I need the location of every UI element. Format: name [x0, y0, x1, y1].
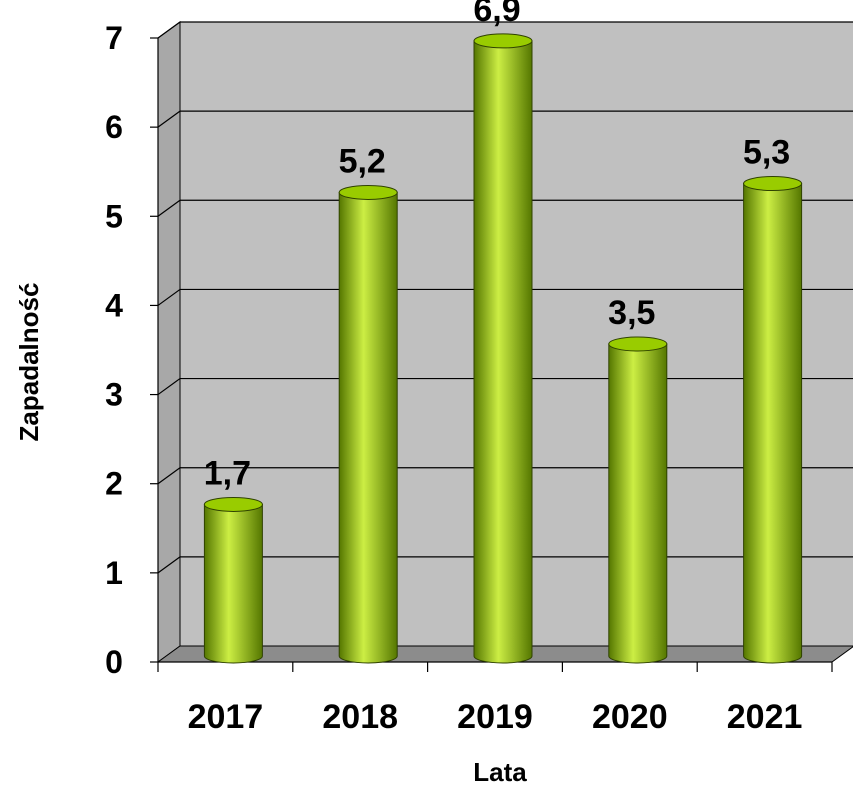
bar-top — [473, 33, 533, 49]
y-tick-label: 7 — [105, 20, 123, 56]
bar-top — [338, 184, 398, 200]
side-wall — [157, 21, 181, 663]
y-tick-label: 2 — [105, 466, 123, 502]
x-tick-label: 2017 — [188, 698, 264, 736]
data-label: 1,7 — [204, 454, 251, 492]
x-axis: 2017 2018 2019 2020 2021 — [157, 661, 833, 736]
bars — [203, 33, 803, 664]
bar — [743, 176, 803, 664]
y-tick-label: 5 — [105, 198, 123, 234]
x-tick-label: 2020 — [592, 698, 668, 736]
y-tick-label: 3 — [105, 377, 123, 413]
bar-top — [203, 496, 263, 512]
y-tick-label: 0 — [105, 644, 123, 680]
bar — [608, 336, 668, 664]
data-label: 5,2 — [339, 142, 386, 180]
y-tick-label: 6 — [105, 109, 123, 145]
y-tick-label: 4 — [105, 287, 123, 323]
bar-body — [338, 191, 398, 664]
bar-body — [473, 40, 533, 664]
gridline — [157, 199, 853, 217]
bar — [473, 33, 533, 664]
x-axis-title: Lata — [473, 757, 527, 785]
x-tick-label: 2019 — [457, 698, 533, 736]
bar-top — [743, 176, 803, 192]
x-tick-label: 2018 — [322, 698, 398, 736]
y-axis: 0 1 2 3 4 5 6 7 — [105, 20, 159, 680]
gridline — [157, 288, 853, 306]
gridline — [157, 21, 853, 39]
data-label: 6,9 — [473, 0, 520, 29]
bar — [338, 184, 398, 664]
data-labels: 1,7 5,2 6,9 3,5 5,3 — [204, 0, 790, 492]
bar-body — [608, 343, 668, 664]
x-tick-label: 2021 — [727, 698, 803, 736]
y-axis-title: Zapadalność — [14, 283, 44, 442]
bar-body — [743, 183, 803, 664]
bar-body — [203, 503, 263, 664]
gridline — [157, 110, 853, 128]
y-tick-label: 1 — [105, 555, 123, 591]
bar-top — [608, 336, 668, 352]
data-label: 3,5 — [608, 294, 655, 332]
data-label: 5,3 — [743, 134, 790, 172]
bar — [203, 496, 263, 664]
